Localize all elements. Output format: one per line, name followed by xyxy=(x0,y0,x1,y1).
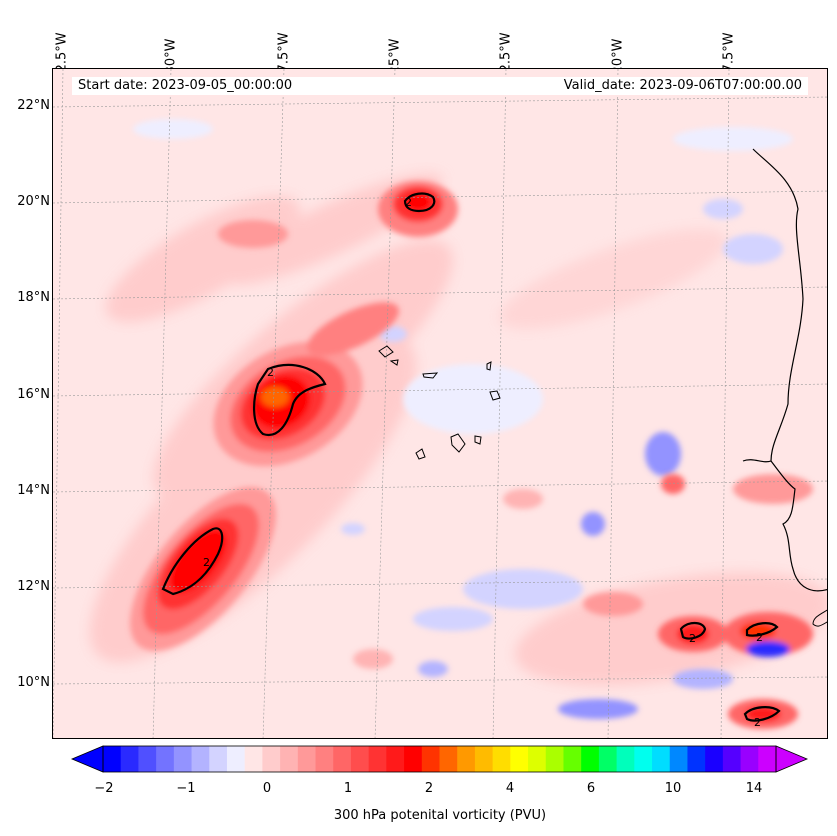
contour-label: 2 xyxy=(689,632,696,645)
contour-9n xyxy=(743,706,781,722)
colorbar-cell xyxy=(226,746,246,772)
colorbar-cell xyxy=(598,746,618,772)
coastline-detail xyxy=(812,609,827,627)
colorbar-cell xyxy=(350,746,370,772)
colorbar-cell xyxy=(581,746,600,772)
colorbar-cell xyxy=(457,746,476,772)
contour-11n-a xyxy=(679,621,707,640)
african-coastline xyxy=(742,148,827,592)
lon-tick-label: 22.5°W xyxy=(498,32,514,81)
start-date-text: Start date: 2023-09-05_00:00:00 xyxy=(78,78,293,93)
contour-label: 2 xyxy=(754,716,761,729)
colorbar-cell xyxy=(262,746,281,772)
contour-label: 2 xyxy=(267,366,274,379)
colorbar-cell xyxy=(634,746,653,772)
valid-date-text: Valid_date: 2023-09-06T07:00:00.00 xyxy=(563,78,802,93)
contour-label: 2 xyxy=(203,556,210,569)
colorbar-tick-label: 14 xyxy=(745,781,763,796)
colorbar-cell xyxy=(510,746,529,772)
lon-tick-label: 32.5°W xyxy=(54,32,70,81)
colorbar xyxy=(70,745,809,773)
colorbar-cell xyxy=(740,746,759,772)
colorbar-cell xyxy=(474,746,494,772)
colorbar-cell xyxy=(103,746,122,772)
contour-16n xyxy=(253,364,327,437)
contour-12n xyxy=(161,527,224,596)
colorbar-tick-label: −1 xyxy=(176,781,196,796)
contour-11n-b xyxy=(745,622,779,637)
pv-2-contours xyxy=(161,192,781,722)
info-bar: Start date: 2023-09-05_00:00:00 Valid_da… xyxy=(72,77,808,95)
contour-label: 2 xyxy=(756,631,763,644)
colorbar-cell xyxy=(333,746,352,772)
colorbar-tick-label: 6 xyxy=(586,781,596,796)
colorbar-cell xyxy=(138,746,157,772)
pv-field-map: 2 2 2 2 2 2 xyxy=(53,69,827,738)
colorbar-cell xyxy=(315,746,334,772)
colorbar-cell xyxy=(209,746,228,772)
colorbar-cell xyxy=(687,746,706,772)
lon-tick-label: 30°W xyxy=(163,38,179,75)
lat-tick-label: 16°N xyxy=(17,387,50,402)
colorbar-tick-label: −2 xyxy=(94,781,114,796)
colorbar-cell xyxy=(616,746,635,772)
colorbar-tick-label: 10 xyxy=(664,781,682,796)
colorbar-cell xyxy=(652,746,671,772)
colorbar-cell xyxy=(280,746,299,772)
colorbar-cell xyxy=(563,746,582,772)
contour-label: 2 xyxy=(405,196,412,209)
colorbar-cell xyxy=(421,746,441,772)
colorbar-tick-label: 1 xyxy=(343,781,353,796)
cape-verde-islands xyxy=(378,345,501,460)
map-panel: 2 2 2 2 2 2 xyxy=(52,68,828,739)
colorbar-tick-label: 4 xyxy=(505,781,515,796)
pv-negative-patches xyxy=(133,119,793,719)
colorbar-title: 300 hPa potenital vorticity (PVU) xyxy=(333,808,547,823)
colorbar-cell xyxy=(368,746,387,772)
lat-tick-label: 10°N xyxy=(17,675,50,690)
colorbar-tick-label: 2 xyxy=(424,781,434,796)
colorbar-cell xyxy=(705,746,724,772)
colorbar-cell xyxy=(404,746,423,772)
lon-tick-label: 20°W xyxy=(610,38,626,75)
colorbar-cell xyxy=(545,746,565,772)
graticule xyxy=(53,69,827,738)
colorbar-cell xyxy=(528,746,547,772)
colorbar-cell xyxy=(244,746,263,772)
colorbar-cell xyxy=(297,746,317,772)
colorbar-cell xyxy=(492,746,511,772)
colorbar-cell xyxy=(386,746,405,772)
lat-tick-label: 20°N xyxy=(17,194,50,209)
colorbar-right-extend-arrow xyxy=(775,745,809,773)
colorbar-cell xyxy=(758,746,777,772)
colorbar-cells xyxy=(103,746,777,772)
colorbar-cell xyxy=(191,746,210,772)
lat-tick-label: 12°N xyxy=(17,579,50,594)
colorbar-left-extend-arrow xyxy=(70,745,104,773)
lat-tick-label: 22°N xyxy=(17,98,50,113)
colorbar-cell xyxy=(669,746,689,772)
lat-tick-label: 14°N xyxy=(17,483,50,498)
colorbar-cell xyxy=(120,746,140,772)
lon-tick-label: 27.5°W xyxy=(276,32,292,81)
colorbar-cell xyxy=(439,746,458,772)
colorbar-tick-label: 0 xyxy=(262,781,272,796)
pv-southern-blobs xyxy=(353,474,813,729)
contour-20n xyxy=(403,192,436,213)
colorbar-cell xyxy=(722,746,742,772)
colorbar-cell xyxy=(156,746,175,772)
lon-tick-label: 17.5°W xyxy=(721,32,737,81)
pv-streamer-north xyxy=(213,302,399,467)
colorbar-cell xyxy=(173,746,193,772)
colorbar-frame xyxy=(102,745,777,773)
lat-tick-label: 18°N xyxy=(17,290,50,305)
lon-tick-label: 25°W xyxy=(387,38,403,75)
